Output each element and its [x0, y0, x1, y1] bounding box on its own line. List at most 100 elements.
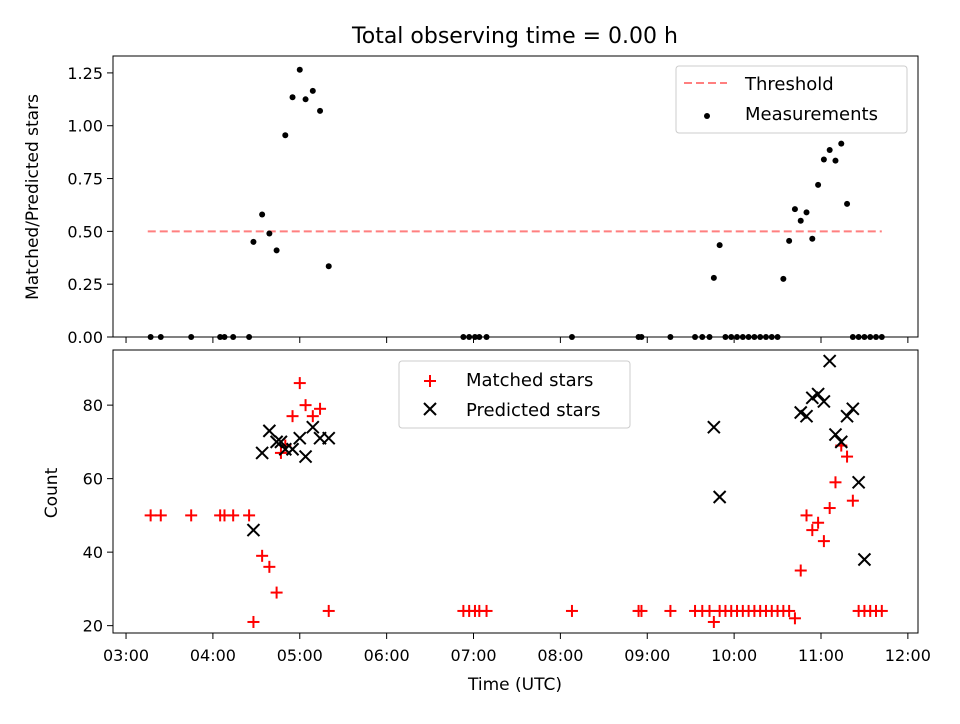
predicted-star-point: [285, 442, 300, 456]
predicted-star-point: [805, 391, 820, 405]
threshold-legend-label: Threshold: [744, 74, 834, 95]
predicted-star-point: [817, 394, 831, 409]
measurement-point: [815, 181, 822, 188]
matched-star-point: [812, 516, 825, 529]
top-legend: Threshold Measurements: [675, 65, 908, 134]
matched-star-point: [154, 509, 167, 522]
measurement-point: [710, 274, 717, 281]
predicted-star-point: [322, 431, 336, 445]
top-ytick-label: 0.00: [67, 328, 103, 347]
bottom-ytick-label: 20: [83, 617, 103, 636]
measurement-point: [296, 66, 303, 73]
measurement-point: [832, 157, 839, 164]
matched-star-point: [243, 509, 256, 522]
predicted-star-point: [246, 523, 261, 537]
predicted-star-point: [846, 402, 860, 416]
predicted-legend-swatch: [423, 402, 437, 416]
matched-star-point: [286, 410, 299, 423]
bottom-ytick-label: 60: [83, 470, 103, 489]
matched-star-point: [875, 604, 888, 617]
top-ytick-label: 0.25: [67, 275, 103, 294]
predicted-star-point: [851, 475, 866, 490]
bottom-panel: 20 40 60 80 03:00 04:00 05:00 06:00 07:00 08:00 09…: [42, 349, 931, 695]
top-panel: 0.00 0.25 0.50 0.75 1.00 1.25 Matched/Predict…: [23, 55, 919, 347]
bottom-xtick-label: 08:00: [537, 646, 583, 665]
bottom-xtick-label: 05:00: [277, 646, 323, 665]
measurements-legend-label: Measurements: [745, 104, 878, 125]
bottom-legend-box: [398, 360, 631, 429]
matched-star-point: [817, 535, 830, 548]
measurement-point: [259, 211, 266, 218]
bottom-xtick-label: 09:00: [624, 646, 670, 665]
matched-star-point: [306, 410, 319, 423]
measurement-point: [838, 140, 845, 147]
matched-star-point: [707, 615, 720, 628]
predicted-star-point: [707, 420, 721, 434]
measurement-point: [820, 156, 827, 163]
measurement-point: [309, 87, 316, 94]
bottom-xtick-label: 12:00: [885, 646, 931, 665]
predicted-star-point: [857, 552, 872, 567]
measurement-point: [809, 235, 816, 242]
matched-star-point: [829, 476, 842, 489]
matched-star-point: [565, 604, 578, 617]
predicted-star-point: [811, 387, 825, 401]
measurement-point: [716, 242, 723, 249]
matched-star-point: [783, 604, 796, 617]
top-legend-box: [675, 65, 908, 134]
measurement-point: [797, 217, 804, 224]
measurement-point: [302, 96, 309, 103]
measurement-point: [325, 263, 332, 270]
measurement-point: [266, 230, 273, 237]
predicted-legend-label: Predicted stars: [466, 400, 600, 421]
measurement-point: [786, 237, 793, 244]
matched-star-point: [664, 604, 677, 617]
matched-star-point: [144, 509, 157, 522]
matched-star-point: [823, 502, 836, 515]
top-ylabel: Matched/Predicted stars: [23, 94, 43, 300]
matched-star-point: [800, 509, 813, 522]
measurements-legend-swatch: [704, 113, 710, 119]
bottom-xtick-label: 07:00: [450, 646, 496, 665]
predicted-star-point: [799, 409, 814, 423]
measurement-point: [791, 206, 798, 213]
bottom-xlabel: Time (UTC): [467, 675, 562, 695]
matched-star-point: [788, 612, 801, 625]
bottom-legend: Matched stars Predicted stars: [398, 360, 631, 429]
matched-star-point: [314, 402, 327, 415]
matched-star-point: [227, 509, 240, 522]
predicted-star-point: [293, 431, 307, 445]
matched-star-point: [256, 549, 269, 562]
measurement-point: [273, 247, 280, 254]
measurement-point: [289, 94, 296, 101]
top-ytick-label: 1.00: [67, 117, 103, 136]
measurement-point: [780, 275, 787, 282]
matched-legend-label: Matched stars: [466, 370, 593, 391]
predicted-star-point: [822, 354, 837, 368]
matched-star-point: [270, 586, 283, 599]
predicted-star-point: [274, 435, 288, 449]
predicted-star-point: [255, 446, 269, 460]
predicted-star-point: [794, 405, 808, 420]
matched-star-point: [794, 564, 807, 577]
bottom-axes-frame: [112, 349, 919, 634]
predicted-star-point: [262, 424, 277, 438]
measurement-point: [317, 107, 324, 114]
matched-star-point: [293, 377, 306, 390]
matched-legend-swatch: [424, 375, 436, 387]
predicted-star-point: [298, 449, 313, 464]
predicted-star-point: [840, 409, 854, 423]
matched-star-point: [480, 604, 493, 617]
bottom-xtick-label: 04:00: [190, 646, 236, 665]
top-axes-frame: [112, 55, 919, 338]
bottom-xtick-label: 03:00: [103, 646, 149, 665]
matched-star-point: [846, 494, 859, 507]
measurement-point: [826, 147, 833, 154]
matched-star-point: [299, 399, 312, 412]
matched-star-point: [841, 450, 854, 463]
predicted-star-point: [834, 435, 848, 449]
top-ytick-label: 0.50: [67, 222, 103, 241]
measurement-point: [282, 132, 289, 139]
matched-star-point: [263, 560, 276, 573]
